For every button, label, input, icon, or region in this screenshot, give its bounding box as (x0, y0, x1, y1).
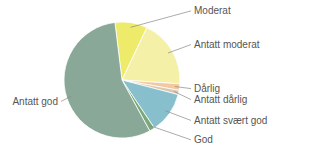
slice-label: Moderat (194, 5, 231, 16)
leader-line (168, 45, 191, 53)
leader-line (175, 87, 191, 89)
wedges (64, 22, 180, 138)
chart-container: Moderat Antatt moderat DårligAntatt dårlig… (0, 0, 321, 160)
leader-line (174, 91, 191, 99)
slice-label: Dårlig (194, 83, 220, 94)
wedge (64, 22, 150, 138)
leader-line (131, 11, 191, 27)
leader-lines (61, 11, 191, 140)
wedge (122, 28, 180, 84)
slice-label: Antatt moderat (194, 39, 260, 50)
leader-line (61, 96, 71, 101)
pie-chart: Moderat Antatt moderat DårligAntatt dårlig… (0, 0, 321, 160)
leader-line (150, 126, 191, 140)
slice-label: God (194, 134, 213, 145)
slice-label: Antatt svært god (194, 115, 267, 126)
leader-line (166, 111, 191, 121)
slice-label: Antatt god (12, 96, 58, 107)
slice-label: Antatt dårlig (194, 94, 247, 105)
labels: Moderat Antatt moderat DårligAntatt dårlig… (12, 5, 267, 145)
